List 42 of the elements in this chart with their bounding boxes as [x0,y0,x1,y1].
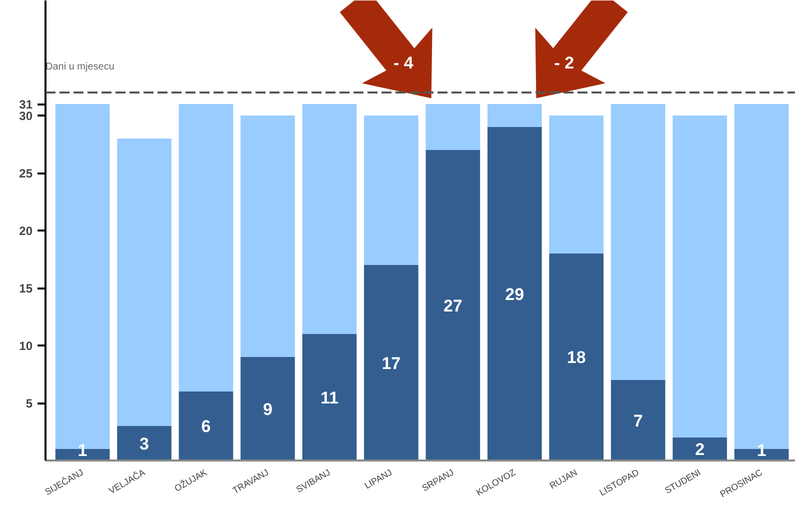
bar [426,104,480,150]
bar [117,426,172,460]
bar [549,254,604,460]
data-label: 3 [140,434,150,454]
data-label: 11 [320,388,338,408]
y-tick-label: 10 [19,339,33,353]
data-label: 2 [695,440,705,459]
bar [117,138,172,426]
bar [672,116,727,438]
data-label: 1 [756,441,766,460]
bar [487,104,542,127]
data-label: 9 [262,400,272,419]
bar [178,392,234,460]
data-label: 6 [201,417,211,436]
y-tick-label: 30 [19,109,33,123]
y-tick-label: 31 [19,98,33,112]
bar [364,265,418,460]
bar [672,438,727,460]
bar [302,334,357,460]
bar [610,380,666,460]
bar [302,104,357,334]
data-label: 7 [633,411,643,430]
data-label: 17 [382,354,401,373]
data-label: 18 [566,348,586,367]
bar [178,104,234,392]
data-label: 27 [443,296,462,316]
data-label: 1 [78,441,88,460]
bar [549,116,604,254]
y-tick-label: 20 [19,224,33,238]
y-tick-label: 15 [19,282,33,296]
data-label: 29 [505,284,524,304]
bar [240,357,295,460]
annotation: - 2 [554,54,574,73]
bar [426,150,480,460]
y-tick-label: 5 [26,396,33,410]
y-axis-title: Dani u mjesecu [46,62,114,73]
bar [610,104,666,380]
bar [364,116,418,265]
y-tick-label: 25 [19,166,33,180]
bar [240,116,295,357]
annotation: - 4 [393,54,414,73]
bar [487,127,542,460]
